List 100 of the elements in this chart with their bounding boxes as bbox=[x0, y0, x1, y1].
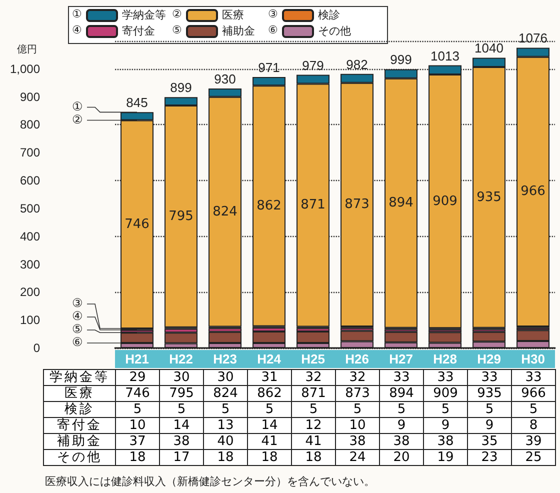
y-tick-label: 900 bbox=[20, 90, 40, 104]
text: 医療 bbox=[64, 386, 94, 401]
text: ② bbox=[172, 8, 182, 20]
legend-label: 学納金等 bbox=[122, 10, 166, 22]
data-label: 31 bbox=[248, 370, 292, 386]
text: 補助金 bbox=[57, 434, 102, 449]
text: ① bbox=[72, 8, 82, 20]
text: 871 bbox=[300, 198, 326, 213]
data-label: 17 bbox=[160, 450, 204, 466]
data-label: 14 bbox=[248, 418, 292, 434]
data-label: 39 bbox=[512, 434, 556, 450]
text: ⑥ bbox=[268, 24, 278, 36]
total-label: 982 bbox=[346, 56, 368, 72]
data-label: 5 bbox=[512, 402, 556, 418]
x-tick-label: H26 bbox=[345, 352, 369, 366]
legend-label: 医療 bbox=[222, 8, 244, 22]
data-label: 5 bbox=[336, 402, 380, 418]
data-label: 935 bbox=[468, 386, 512, 402]
y-tick-label: 0 bbox=[33, 341, 40, 355]
legend-label: 検診 bbox=[318, 8, 340, 22]
text: 寄付金 bbox=[57, 418, 102, 433]
data-label: 909 bbox=[424, 386, 468, 402]
data-label: 30 bbox=[204, 370, 248, 386]
x-tick-label: H30 bbox=[521, 352, 545, 366]
data-label: 38 bbox=[380, 434, 424, 450]
data-label: 862 bbox=[248, 386, 292, 402]
annotation: ② bbox=[72, 112, 83, 126]
text: 894 bbox=[388, 196, 414, 211]
text: 824 bbox=[212, 204, 238, 220]
data-label: 38 bbox=[424, 434, 468, 450]
text: 935 bbox=[476, 190, 502, 205]
total-label: 930 bbox=[214, 71, 236, 86]
y-tick-label: 1,000 bbox=[10, 62, 40, 76]
y-tick-label: 500 bbox=[20, 201, 40, 216]
data-label: 5 bbox=[468, 402, 512, 418]
text: 909 bbox=[432, 194, 458, 209]
text: 873 bbox=[344, 197, 370, 212]
text: 862 bbox=[256, 198, 282, 214]
annotation: ⑤ bbox=[72, 322, 83, 336]
text: 医療収入には健診料収入（新橋健診センター分）を含んでいない。 bbox=[45, 474, 375, 489]
annotation: ③ bbox=[72, 296, 83, 310]
data-label: 33 bbox=[512, 370, 556, 386]
data-label: 5 bbox=[160, 402, 204, 418]
annotation: ④ bbox=[72, 308, 83, 323]
data-label: 23 bbox=[468, 450, 512, 466]
total-label: 1040 bbox=[474, 40, 504, 56]
total-label: 1013 bbox=[430, 48, 460, 64]
total-label: 979 bbox=[302, 58, 324, 73]
y-tick-label: 300 bbox=[20, 257, 40, 272]
annotation: ⑥ bbox=[72, 334, 83, 349]
data-label: 824 bbox=[204, 386, 248, 402]
data-label: 24 bbox=[336, 450, 380, 466]
total-label: 971 bbox=[258, 60, 280, 76]
text: ③ bbox=[268, 8, 278, 20]
text: 746 bbox=[124, 216, 150, 232]
data-label: 14 bbox=[160, 418, 204, 434]
data-label: 5 bbox=[204, 402, 248, 418]
legend-label: 補助金 bbox=[222, 24, 255, 38]
data-label: 5 bbox=[424, 402, 468, 418]
data-label: 38 bbox=[336, 434, 380, 450]
total-label: 1076 bbox=[518, 30, 548, 46]
text: 966 bbox=[520, 184, 546, 200]
y-tick-label: 700 bbox=[20, 146, 40, 160]
text: 検診 bbox=[64, 402, 94, 417]
text: ⑤ bbox=[172, 24, 182, 36]
data-label: 33 bbox=[380, 370, 424, 386]
data-label: 9 bbox=[424, 418, 468, 434]
data-label: 9 bbox=[380, 418, 424, 434]
data-label: 35 bbox=[468, 434, 512, 450]
text: 795 bbox=[168, 208, 194, 224]
data-label: 25 bbox=[512, 450, 556, 466]
data-label: 32 bbox=[292, 370, 336, 386]
data-label: 746 bbox=[116, 386, 160, 402]
data-label: 18 bbox=[204, 450, 248, 466]
x-tick-label: H24 bbox=[257, 352, 282, 366]
text: ④ bbox=[72, 24, 82, 36]
data-label: 10 bbox=[336, 418, 380, 434]
text: その他 bbox=[57, 450, 102, 465]
x-tick-label: H27 bbox=[389, 352, 413, 366]
x-tick-label: H22 bbox=[169, 352, 193, 366]
x-tick-label: H25 bbox=[301, 352, 325, 366]
data-label: 37 bbox=[116, 434, 160, 450]
data-label: 13 bbox=[204, 418, 248, 434]
data-label: 29 bbox=[116, 370, 160, 386]
data-label: 30 bbox=[160, 370, 204, 386]
y-tick-label: 600 bbox=[20, 174, 40, 188]
data-label: 871 bbox=[292, 386, 336, 402]
y-tick-label: 100 bbox=[20, 313, 40, 328]
x-tick-label: H28 bbox=[433, 352, 457, 366]
data-label: 33 bbox=[424, 370, 468, 386]
y-tick-label: 800 bbox=[20, 118, 40, 132]
data-label: 18 bbox=[292, 450, 336, 466]
data-label: 9 bbox=[468, 418, 512, 434]
data-label: 40 bbox=[204, 434, 248, 450]
data-label: 41 bbox=[248, 434, 292, 450]
data-label: 33 bbox=[468, 370, 512, 386]
data-label: 894 bbox=[380, 386, 424, 402]
data-label: 32 bbox=[336, 370, 380, 386]
data-label: 966 bbox=[512, 386, 556, 402]
data-label: 10 bbox=[116, 418, 160, 434]
